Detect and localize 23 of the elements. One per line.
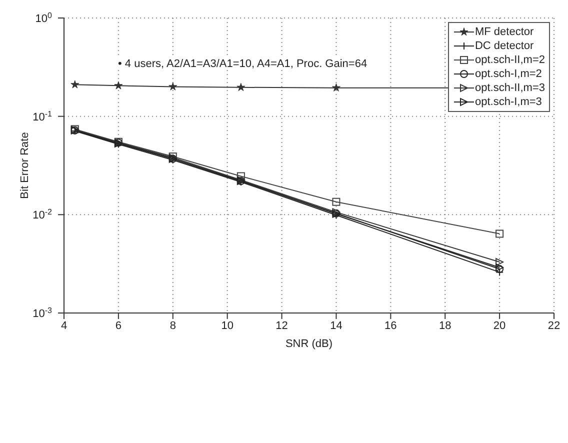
y-tick-label: 10$^{-2}$ [32,207,53,222]
y-axis-title: Bit Error Rate [18,132,31,199]
legend-label: MF detector [474,26,534,38]
legend-label: opt.sch-II,m=2 [474,54,545,66]
x-tick-label: 22 [548,320,560,332]
x-tick-label: 14 [330,320,342,332]
x-axis-title: SNR (dB) [285,338,333,350]
x-tick-label: 4 [60,320,68,332]
x-tick-label: 12 [276,320,288,332]
legend-label: DC detector [474,40,534,52]
legend-label: opt.sch-I,m=3 [474,96,542,108]
x-tick-label: 6 [115,320,122,332]
x-tick-label: 16 [384,320,397,332]
x-tick-label: 20 [493,320,506,332]
x-tick-label: 8 [170,320,176,332]
y-tick-label: 10$^{0}$ [35,10,53,25]
x-tick-label: 10 [221,320,234,332]
y-tick-label: 10$^{-1}$ [32,108,53,124]
legend-label: opt.sch-I,m=2 [474,68,542,80]
y-tick-label: 10$^{-3}$ [32,306,53,320]
annotation: • 4 users, A2/A1=A3/A1=10, A4=A1, Proc. Gain=64 [118,58,368,70]
x-tick-label: 18 [438,320,452,332]
legend-label: opt.sch-II,m=3 [474,82,545,94]
